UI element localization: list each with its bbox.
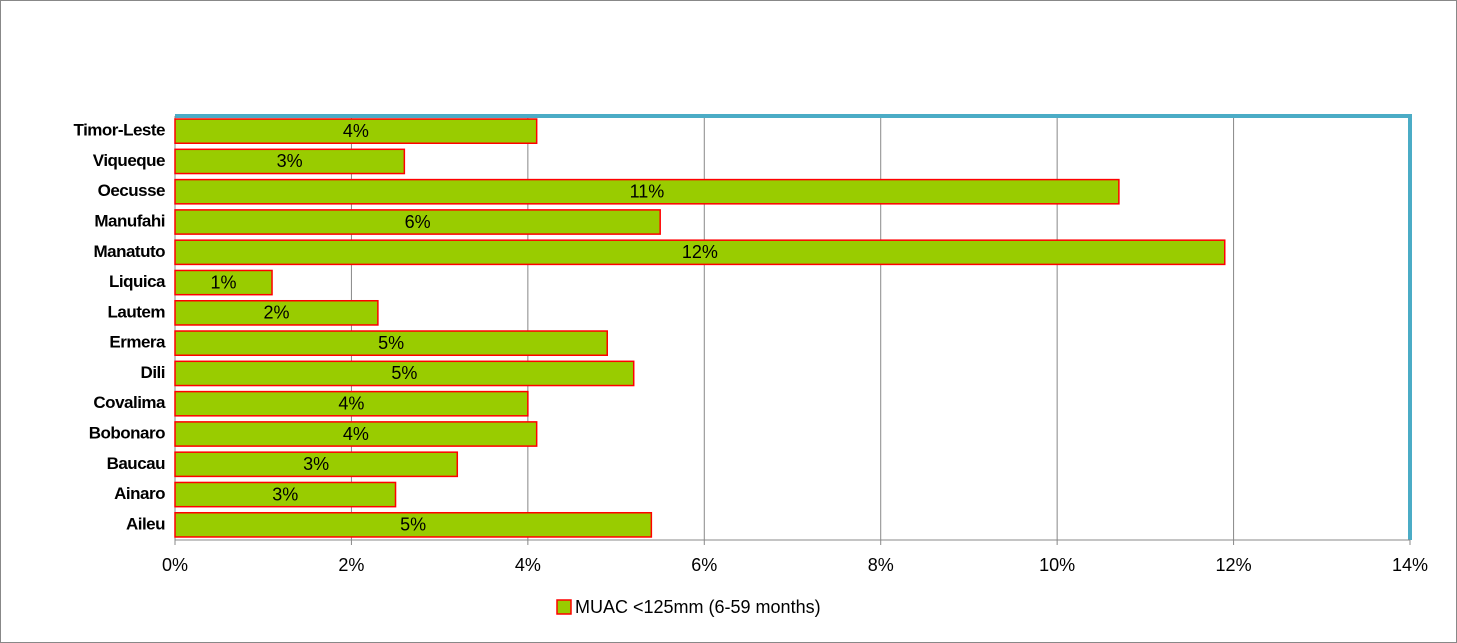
x-tick-label: 4%	[515, 555, 541, 575]
y-tick-label: Bobonaro	[89, 423, 165, 442]
y-tick-label: Manatuto	[93, 242, 165, 261]
value-label: 11%	[630, 181, 665, 201]
value-label: 2%	[263, 303, 289, 323]
legend-swatch	[556, 599, 572, 615]
bar	[174, 390, 529, 417]
bar	[174, 511, 653, 538]
bar	[174, 360, 635, 387]
value-label: 4%	[343, 121, 369, 141]
value-label: 12%	[682, 242, 718, 262]
value-label: 3%	[303, 454, 329, 474]
y-tick-label: Baucau	[107, 454, 166, 473]
bar	[174, 209, 661, 235]
value-label: 3%	[272, 484, 298, 504]
x-tick-label: 10%	[1039, 555, 1075, 575]
y-tick-label: Lautem	[108, 302, 166, 321]
bar	[174, 148, 406, 175]
bar	[174, 118, 538, 145]
y-tick-label: Liquica	[109, 272, 166, 291]
value-label: 1%	[211, 272, 237, 292]
plot-frame	[175, 114, 1412, 540]
bar	[174, 239, 1226, 266]
bar	[174, 178, 1120, 205]
y-tick-label: Viqueque	[93, 151, 165, 170]
x-tick-label: 12%	[1216, 555, 1252, 575]
bar	[174, 269, 273, 296]
value-label: 4%	[343, 424, 369, 444]
y-tick-label: Aileu	[126, 514, 165, 533]
bar	[174, 299, 379, 326]
bar	[174, 330, 608, 357]
y-tick-label: Ermera	[109, 333, 166, 352]
y-tick-label: Ainaro	[114, 484, 165, 503]
value-label: 3%	[277, 151, 303, 171]
x-tick-label: 14%	[1392, 555, 1428, 575]
y-tick-label: Manufahi	[94, 211, 165, 230]
value-label: 5%	[391, 363, 417, 383]
bar	[174, 451, 459, 478]
bar	[174, 421, 538, 447]
x-tick-label: 6%	[691, 555, 717, 575]
bar	[174, 481, 397, 508]
y-tick-label: Covalima	[93, 393, 166, 412]
value-label: 6%	[405, 212, 431, 232]
x-tick-label: 8%	[868, 555, 894, 575]
x-tick-label: 0%	[162, 555, 188, 575]
x-tick-label: 2%	[338, 555, 364, 575]
legend-label: MUAC <125mm (6-59 months)	[575, 597, 821, 617]
value-label: 4%	[338, 393, 364, 413]
value-label: 5%	[378, 333, 404, 353]
y-tick-label: Oecusse	[98, 181, 165, 200]
value-label: 5%	[400, 515, 426, 535]
y-tick-label: Dili	[141, 363, 165, 382]
y-tick-label: Timor-Leste	[74, 121, 166, 140]
